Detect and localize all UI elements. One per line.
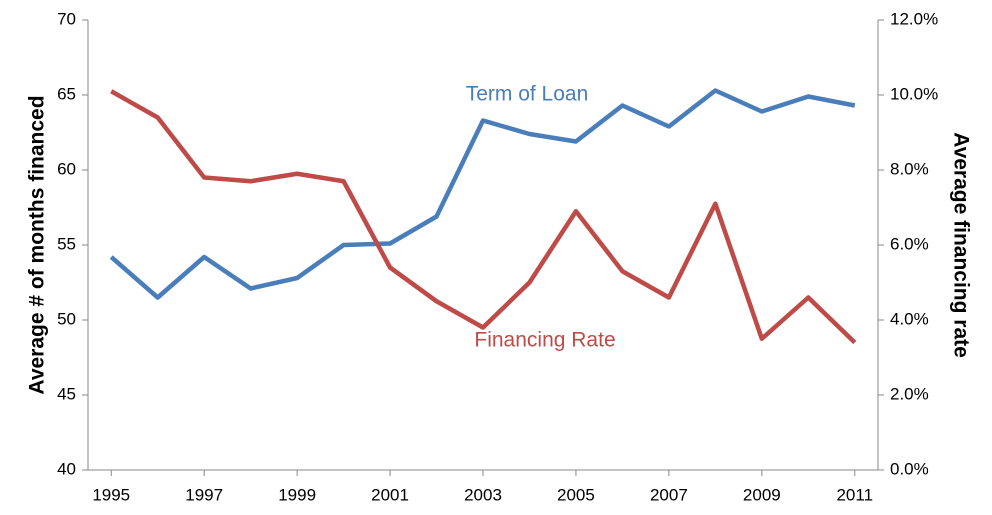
x-tick-label: 2003 [464,485,502,504]
x-tick-label: 1995 [92,485,130,504]
y-tick-label: 50 [57,309,76,328]
y2-tick-label: 4.0% [890,309,929,328]
y-tick-label: 40 [57,459,76,478]
line [110,89,857,345]
x-tick-label: 2005 [557,485,595,504]
series-label: Term of Loan [466,83,589,106]
line [109,88,856,300]
y-tick-label: 70 [57,9,76,28]
y-tick-label: 45 [57,384,76,403]
x-tick-label: 2007 [650,485,688,504]
y-tick-label: 65 [57,84,76,103]
series-label: Financing Rate [474,329,615,352]
y-axis-label: Average # of months financed [26,95,49,394]
y2-axis-label: Average financing rate [949,132,972,358]
y2-tick-label: 6.0% [890,234,929,253]
y-tick-label: 60 [57,159,76,178]
y2-tick-label: 0.0% [890,459,929,478]
y2-tick-label: 8.0% [890,159,929,178]
y2-tick-label: 2.0% [890,384,929,403]
y-tick-label: 55 [57,234,76,253]
x-tick-label: 1999 [278,485,316,504]
x-tick-label: 2011 [836,485,873,504]
x-tick-label: 2001 [371,485,409,504]
y2-tick-label: 12.0% [890,9,938,28]
y2-tick-label: 10.0% [890,84,938,103]
x-tick-label: 2009 [743,485,781,504]
x-tick-label: 1997 [185,485,223,504]
